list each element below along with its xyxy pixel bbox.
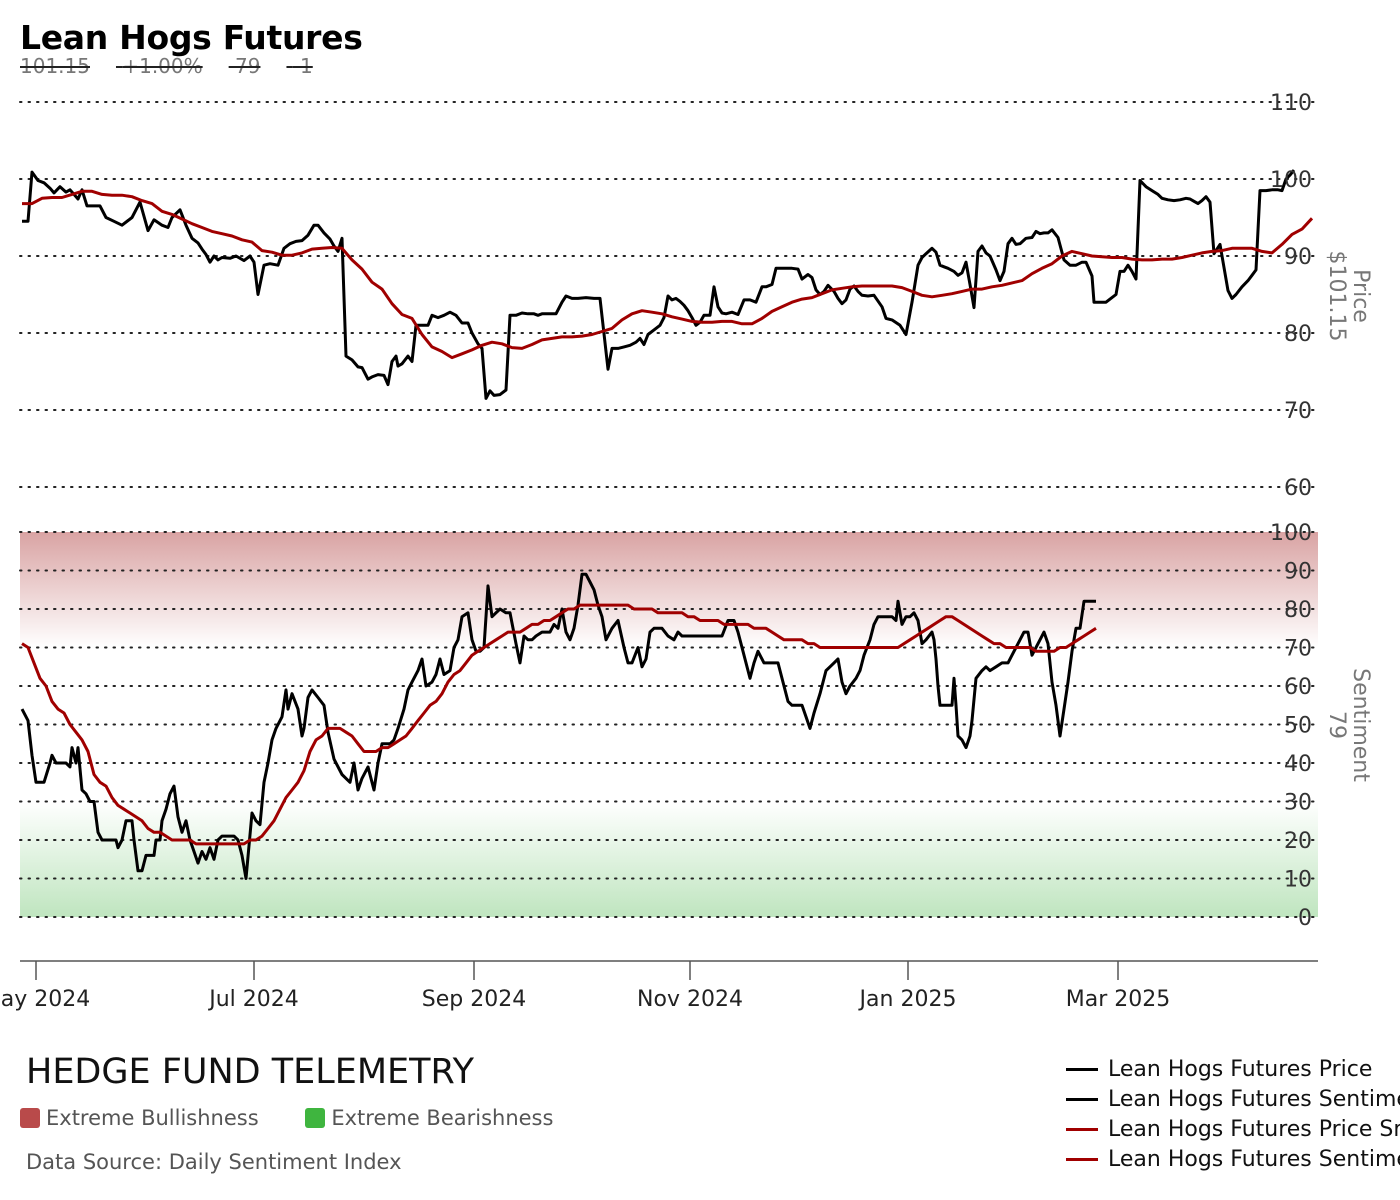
legend-price-smoothed: Lean Hogs Futures Price Smoothed — [1066, 1114, 1400, 1144]
axis-ticks — [20, 960, 1318, 980]
price-series-line — [22, 169, 1296, 400]
sentiment-series-line — [20, 572, 1096, 880]
bull-swatch — [20, 1108, 40, 1128]
zone-bear-legend: Extreme Bearishness — [305, 1106, 553, 1130]
zone-bull-legend: Extreme Bullishness — [20, 1106, 259, 1130]
sentiment-tick-label: 0 — [1298, 906, 1312, 931]
axis-labels: 60 70 80 90 100 110 0 10 20 30 40 50 60 70 80 90 100 Pric… — [0, 91, 1373, 1012]
price-value: 101.15 — [20, 54, 90, 78]
chart-canvas: 60 70 80 90 100 110 0 10 20 30 40 50 60 70 80 90 100 Pric… — [0, 91, 1373, 1012]
time-axis-label: Mar 2025 — [1066, 987, 1171, 1012]
change-percent: +1.00% — [122, 54, 203, 78]
sentiment-tick-label: 50 — [1284, 714, 1312, 739]
series-legend: Lean Hogs Futures Price Lean Hogs Future… — [1066, 1054, 1400, 1174]
sentiment-value: 79 — [235, 54, 261, 78]
legend-price: Lean Hogs Futures Price — [1066, 1054, 1400, 1084]
zone-extreme-bullishness — [20, 532, 1318, 648]
time-axis-label: May 2024 — [0, 987, 90, 1012]
sentiment-tick-label: 40 — [1284, 752, 1312, 777]
sentiment-tick-label: 60 — [1284, 675, 1312, 700]
sentiment-tick-label: 20 — [1284, 829, 1312, 854]
sentiment-axis-title-line: 79 — [1324, 711, 1349, 739]
zone-bull-label: Extreme Bullishness — [46, 1106, 259, 1130]
zone-extreme-bearishness — [20, 801, 1318, 917]
chart-title: Lean Hogs Futures — [20, 18, 363, 57]
time-axis-label: Sep 2024 — [422, 987, 526, 1012]
sentiment-tick-label: 30 — [1284, 791, 1312, 816]
sentiment-axis-title-line: Sentiment — [1348, 668, 1373, 782]
time-axis-label: Jul 2024 — [207, 987, 299, 1012]
price-tick-label: 80 — [1284, 322, 1312, 347]
price-series-line — [22, 189, 1314, 360]
sentiment-tick-label: 100 — [1270, 521, 1312, 546]
price-axis-title-line: Price — [1348, 269, 1373, 323]
sentiment-zones — [20, 532, 1318, 917]
legend-sentiment-smoothed: Lean Hogs Futures Sentiment Smoothed — [1066, 1144, 1400, 1174]
legend-line-sentiment — [1066, 1097, 1098, 1101]
zone-legend: Extreme Bullishness Extreme Bearishness — [20, 1106, 593, 1133]
price-axis-title: Price$101.15 — [1324, 251, 1373, 342]
price-tick-label: 70 — [1284, 399, 1312, 424]
legend-line-price-smoothed — [1066, 1127, 1098, 1131]
time-axis-label: Nov 2024 — [637, 987, 743, 1012]
legend-label-price: Lean Hogs Futures Price — [1108, 1056, 1373, 1082]
legend-sentiment: Lean Hogs Futures Sentiment — [1066, 1084, 1400, 1114]
sentiment-tick-label: 70 — [1284, 637, 1312, 662]
sentiment-series-line — [21, 603, 1097, 846]
price-tick-label: 110 — [1270, 91, 1312, 116]
sentiment-tick-label: 90 — [1284, 560, 1312, 585]
legend-label-sentiment: Lean Hogs Futures Sentiment — [1108, 1086, 1400, 1112]
legend-line-price — [1066, 1067, 1098, 1071]
price-tick-label: 100 — [1270, 168, 1312, 193]
bear-swatch — [305, 1108, 326, 1128]
series-lines — [20, 169, 1314, 880]
price-tick-label: 90 — [1284, 245, 1312, 270]
legend-label-sentiment-smoothed: Lean Hogs Futures Sentiment Smoothed — [1108, 1146, 1400, 1172]
sentiment-axis-title: Sentiment79 — [1324, 668, 1373, 782]
sentiment-change: -1 — [292, 54, 313, 78]
legend-line-sentiment-smoothed — [1066, 1157, 1098, 1161]
grid-lines — [19, 101, 1319, 918]
sentiment-tick-label: 10 — [1284, 868, 1312, 893]
price-axis-title-line: $101.15 — [1324, 251, 1349, 342]
brand-name: HEDGE FUND TELEMETRY — [26, 1052, 475, 1092]
quote-summary: 101.15 +1.00% 79 -1 — [20, 54, 340, 78]
time-axis-label: Jan 2025 — [858, 987, 957, 1012]
legend-label-price-smoothed: Lean Hogs Futures Price Smoothed — [1108, 1116, 1400, 1142]
data-source: Data Source: Daily Sentiment Index — [26, 1150, 402, 1174]
zone-bear-label: Extreme Bearishness — [331, 1106, 554, 1130]
sentiment-tick-label: 80 — [1284, 598, 1312, 623]
price-tick-label: 60 — [1284, 476, 1312, 501]
